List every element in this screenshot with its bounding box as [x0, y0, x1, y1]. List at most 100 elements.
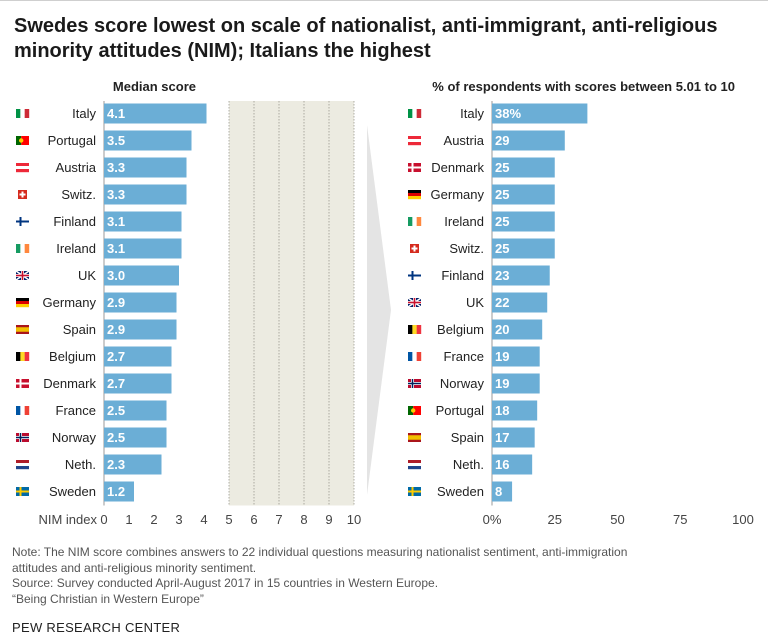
value-label-neth: 2.3 [107, 457, 125, 472]
median-tick-2: 2 [150, 512, 157, 527]
median-tick-3: 3 [175, 512, 182, 527]
median-tick-6: 6 [250, 512, 257, 527]
bar-switz [104, 184, 187, 205]
source-line: Source: Survey conducted April-August 20… [12, 576, 439, 590]
value-label-portugal: 3.5 [107, 133, 125, 148]
country-label-denmark: Denmark [431, 160, 484, 175]
chart-area: Median score Italy 4.1 Portugal 3.5 Austria 3.… [15, 79, 754, 527]
value-label-neth: 16 [495, 457, 509, 472]
median-tick-1: 1 [125, 512, 132, 527]
country-label-france: France [444, 349, 484, 364]
value-label-italy: 4.1 [107, 106, 125, 121]
median-score-panel: Median score Italy 4.1 Portugal 3.5 Austria 3.… [15, 79, 361, 527]
percent-tick-1: 25 [548, 512, 562, 527]
flag-icon-portugal [16, 136, 29, 145]
flag-icon-denmark [16, 379, 29, 388]
flag-icon-sweden [408, 487, 421, 496]
flag-icon-germany [408, 190, 421, 200]
country-label-sweden: Sweden [49, 484, 96, 499]
organization-name: PEW RESEARCH CENTER [12, 620, 181, 635]
value-label-belgium: 20 [495, 322, 509, 337]
flag-icon-finland [16, 217, 29, 226]
note-line-1: Note: The NIM score combines answers to … [12, 545, 628, 559]
country-label-norway: Norway [440, 376, 485, 391]
median-shaded-region [228, 101, 355, 506]
country-label-spain: Spain [451, 430, 484, 445]
flag-icon-uk [407, 297, 422, 308]
value-label-norway: 2.5 [107, 430, 125, 445]
country-label-sweden: Sweden [437, 484, 484, 499]
flag-icon-portugal [408, 406, 421, 415]
bar-sweden [104, 481, 134, 502]
bar-finland [492, 265, 550, 286]
country-label-spain: Spain [63, 322, 96, 337]
value-label-germany: 25 [495, 187, 509, 202]
value-label-switz: 25 [495, 241, 509, 256]
value-label-norway: 19 [495, 376, 509, 391]
country-label-italy: Italy [72, 106, 96, 121]
flag-icon-belgium [408, 325, 422, 334]
country-label-belgium: Belgium [437, 322, 484, 337]
flag-icon-norway [408, 379, 421, 388]
country-label-germany: Germany [43, 295, 97, 310]
country-label-norway: Norway [52, 430, 97, 445]
country-label-austria: Austria [444, 133, 485, 148]
median-tick-8: 8 [300, 512, 307, 527]
value-label-finland: 23 [495, 268, 509, 283]
country-label-ireland: Ireland [56, 241, 96, 256]
country-label-france: France [56, 403, 96, 418]
note-block: Note: The NIM score combines answers to … [12, 545, 752, 607]
country-label-denmark: Denmark [43, 376, 96, 391]
bar-italy [104, 103, 207, 124]
bar-portugal [104, 130, 192, 151]
country-label-italy: Italy [460, 106, 484, 121]
bar-germany [492, 184, 555, 205]
value-label-france: 19 [495, 349, 509, 364]
bar-belgium [492, 319, 543, 340]
value-label-sweden: 1.2 [107, 484, 125, 499]
bar-uk [492, 292, 548, 313]
percent-tick-0: 0% [483, 512, 502, 527]
percent-respondents-panel: % of respondents with scores between 5.0… [407, 79, 754, 527]
bar-norway [492, 373, 540, 394]
median-tick-7: 7 [275, 512, 282, 527]
country-label-portugal: Portugal [48, 133, 97, 148]
flag-icon-italy [408, 109, 422, 118]
value-label-ireland: 25 [495, 214, 509, 229]
flag-icon-germany [16, 298, 29, 308]
value-label-sweden: 8 [495, 484, 502, 499]
chart-title: Swedes score lowest on scale of national… [14, 15, 718, 62]
country-label-uk: UK [466, 295, 484, 310]
value-label-finland: 3.1 [107, 214, 125, 229]
value-label-spain: 2.9 [107, 322, 125, 337]
country-label-switz: Switz. [449, 241, 484, 256]
bar-france [492, 346, 540, 367]
bar-switz [492, 238, 555, 259]
flag-icon-neth [408, 460, 421, 470]
bar-sweden [492, 481, 513, 502]
value-label-germany: 2.9 [107, 295, 125, 310]
flag-icon-switz [18, 190, 27, 199]
bar-portugal [492, 400, 538, 421]
value-label-switz: 3.3 [107, 187, 125, 202]
value-label-austria: 29 [495, 133, 509, 148]
country-label-switz: Switz. [61, 187, 96, 202]
flag-icon-finland [408, 271, 421, 280]
percent-title: % of respondents with scores between 5.0… [432, 79, 735, 94]
flag-icon-france [408, 352, 422, 361]
value-label-italy: 38% [495, 106, 521, 121]
flag-icon-belgium [16, 352, 30, 361]
bar-norway [104, 427, 167, 448]
value-label-austria: 3.3 [107, 160, 125, 175]
value-label-denmark: 2.7 [107, 376, 125, 391]
flag-icon-spain [408, 433, 421, 442]
bar-italy [492, 103, 588, 124]
flag-icon-sweden [16, 487, 29, 496]
bar-austria [104, 157, 187, 178]
median-tick-4: 4 [200, 512, 207, 527]
value-label-uk: 22 [495, 295, 509, 310]
flag-icon-austria [408, 136, 421, 146]
bar-ireland [104, 238, 182, 259]
country-label-ireland: Ireland [444, 214, 484, 229]
bar-germany [104, 292, 177, 313]
